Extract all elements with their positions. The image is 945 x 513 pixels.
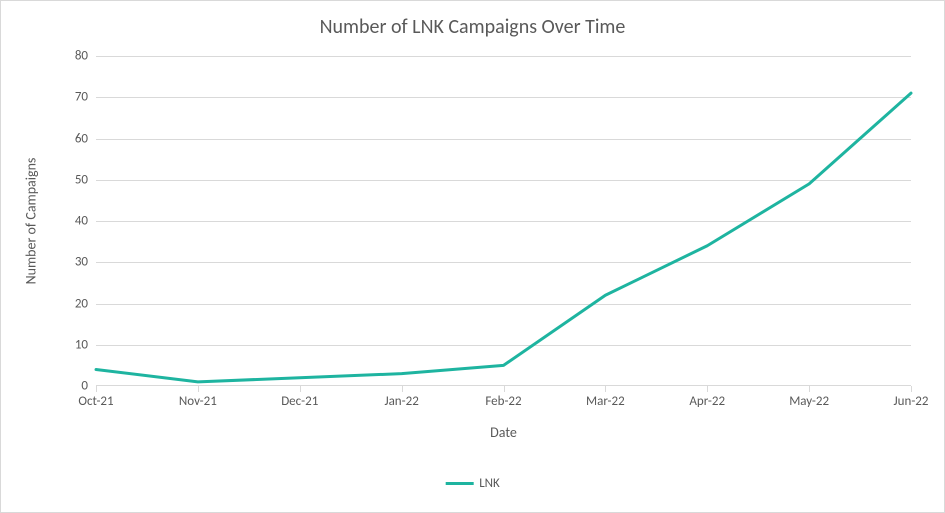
y-tick-label: 70 <box>75 90 96 105</box>
plot-area: 01020304050607080Oct-21Nov-21Dec-21Jan-2… <box>96 56 911 386</box>
legend-label: LNK <box>479 476 500 491</box>
y-tick-label: 80 <box>75 49 96 64</box>
x-tick-label: Oct-21 <box>78 386 113 409</box>
y-tick-label: 60 <box>75 131 96 146</box>
y-tick-label: 20 <box>75 296 96 311</box>
y-tick-label: 50 <box>75 172 96 187</box>
series-line <box>96 93 911 382</box>
x-tick-label: Jun-22 <box>894 386 929 409</box>
x-tick-label: Mar-22 <box>586 386 625 409</box>
chart-title: Number of LNK Campaigns Over Time <box>1 15 944 39</box>
chart-container: Number of LNK Campaigns Over Time 010203… <box>0 0 945 513</box>
y-tick-label: 40 <box>75 214 96 229</box>
legend: LNK <box>445 476 500 491</box>
y-tick-label: 30 <box>75 255 96 270</box>
y-tick-label: 10 <box>75 337 96 352</box>
x-axis-title: Date <box>490 424 517 441</box>
x-tick-label: Jan-22 <box>384 386 418 409</box>
x-tick-label: Dec-21 <box>281 386 318 409</box>
series-svg <box>96 56 911 386</box>
x-tick-label: Apr-22 <box>689 386 725 409</box>
x-tick-label: May-22 <box>789 386 829 409</box>
legend-swatch <box>445 482 473 485</box>
y-axis-title: Number of Campaigns <box>23 158 40 285</box>
x-tick-label: Nov-21 <box>179 386 217 409</box>
x-tick-label: Feb-22 <box>485 386 521 409</box>
